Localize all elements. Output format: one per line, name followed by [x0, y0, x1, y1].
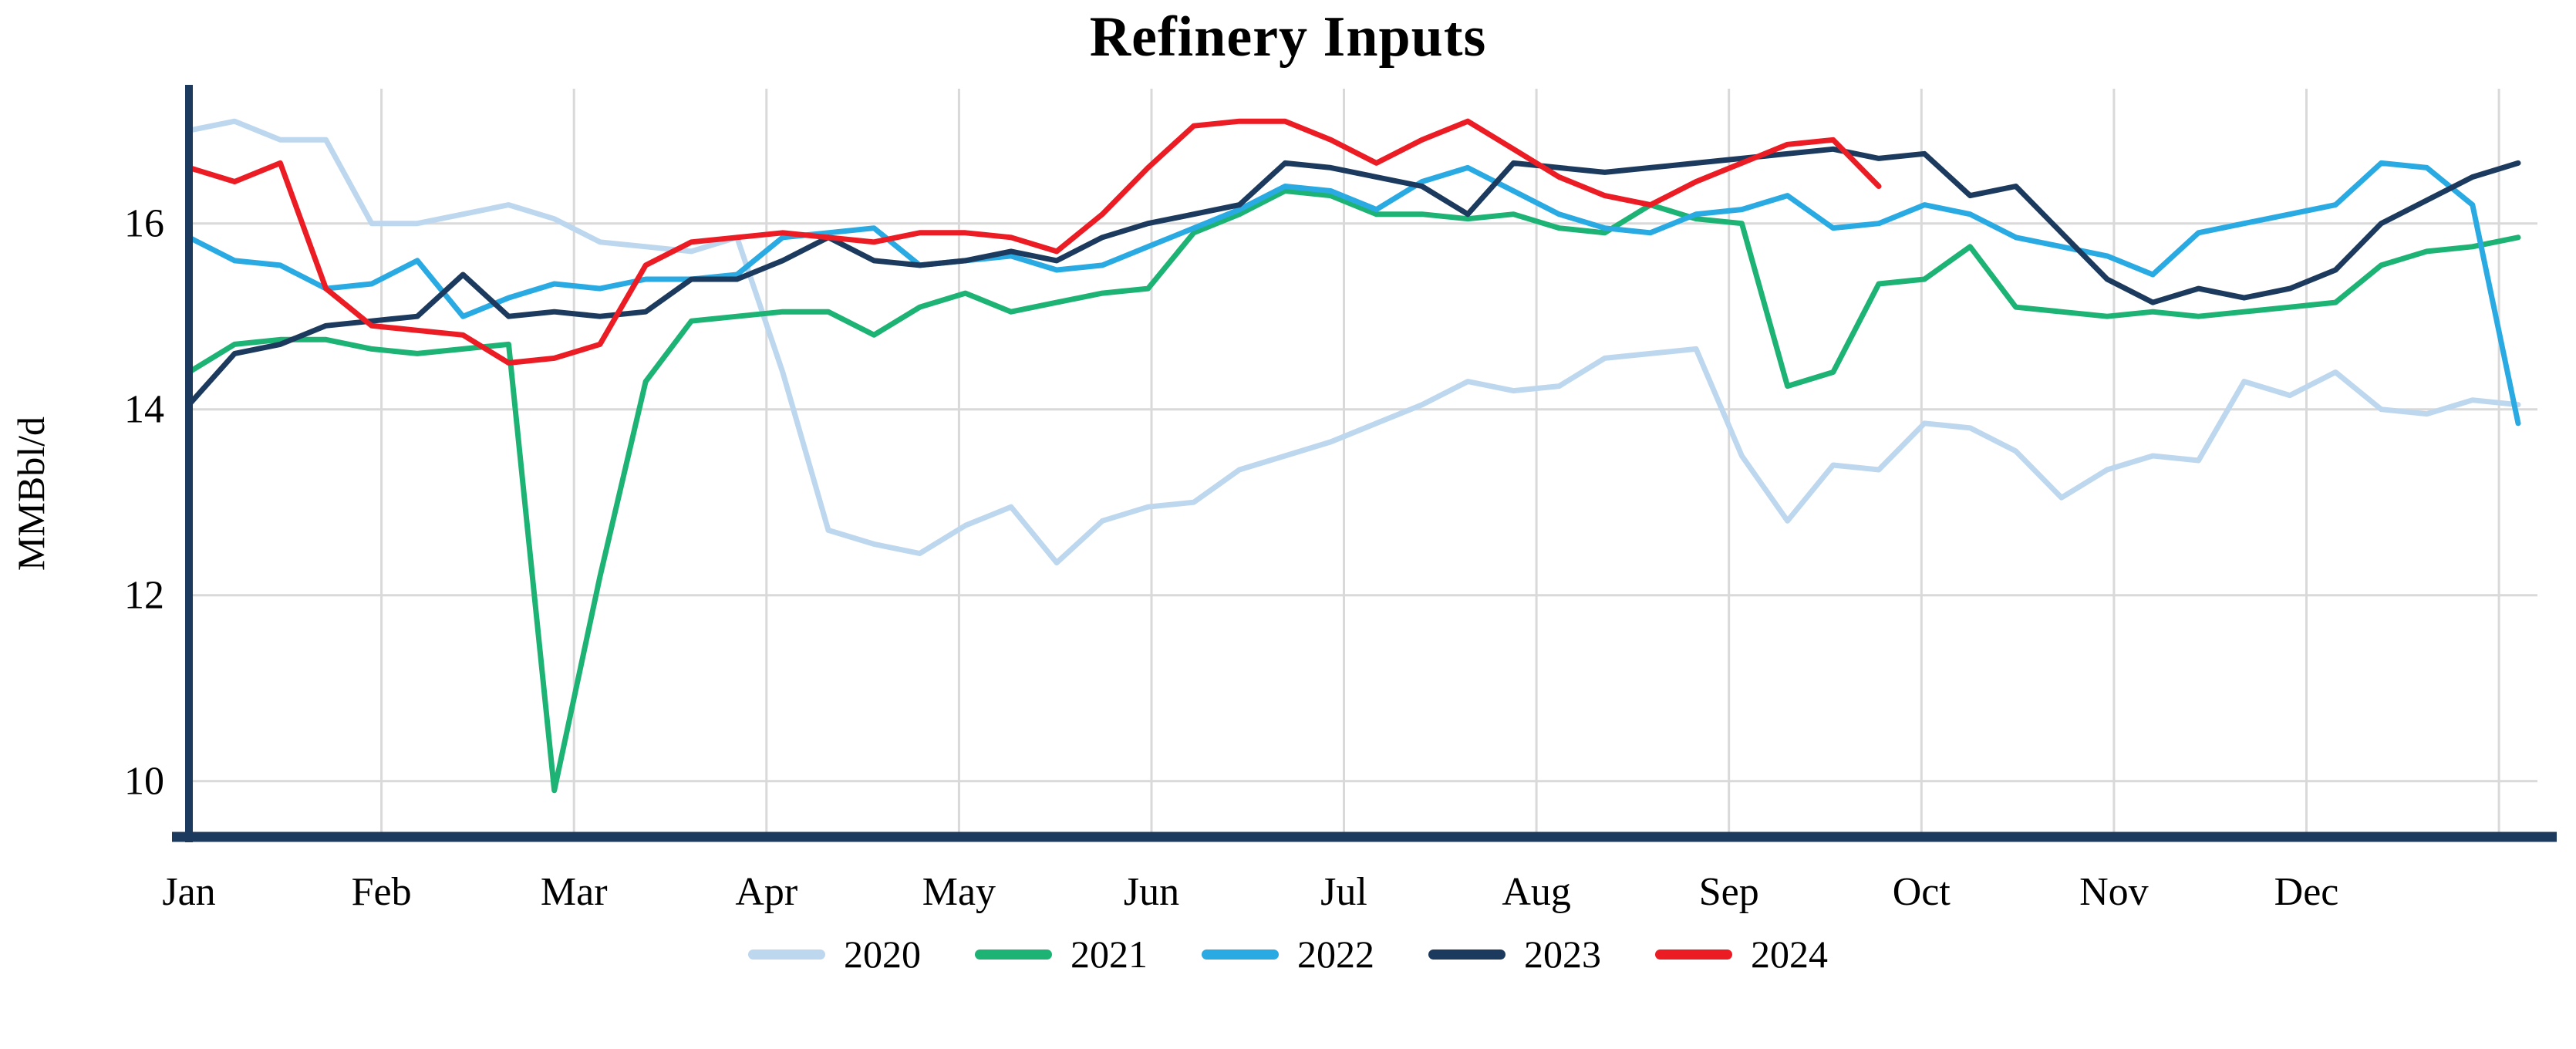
x-tick-label: Nov — [2079, 870, 2149, 914]
x-tick-label: Aug — [1502, 870, 1571, 914]
legend-swatch-2022 — [1202, 949, 1279, 960]
x-tick-label: Mar — [541, 870, 608, 914]
x-tick-label: May — [922, 870, 996, 914]
chart-title: Refinery Inputs — [1089, 5, 1487, 69]
legend-item-2020: 2020 — [748, 932, 921, 976]
legend-label-2023: 2023 — [1524, 933, 1601, 976]
chart-legend: 2020 2021 2022 2023 2024 — [0, 932, 2576, 976]
legend-swatch-2024 — [1655, 949, 1732, 960]
y-tick-label: 14 — [124, 388, 164, 432]
y-tick-label: 10 — [124, 760, 164, 804]
y-tick-label: 12 — [124, 574, 164, 618]
x-tick-label: Oct — [1893, 870, 1951, 914]
legend-label-2021: 2021 — [1071, 933, 1148, 976]
gridlines — [189, 89, 2537, 837]
legend-item-2023: 2023 — [1428, 932, 1601, 976]
x-tick-label: Dec — [2274, 870, 2339, 914]
x-tick-label: Jun — [1124, 870, 1179, 914]
legend-item-2021: 2021 — [975, 932, 1148, 976]
legend-item-2024: 2024 — [1655, 932, 1828, 976]
legend-label-2024: 2024 — [1751, 933, 1828, 976]
x-tick-label: Jul — [1320, 870, 1367, 914]
legend-swatch-2020 — [748, 949, 825, 960]
legend-swatch-2021 — [975, 949, 1052, 960]
x-tick-label: Apr — [735, 870, 797, 914]
legend-label-2020: 2020 — [844, 933, 921, 976]
legend-swatch-2023 — [1428, 949, 1505, 960]
y-tick-label: 16 — [124, 202, 164, 246]
x-tick-label: Jan — [162, 870, 215, 914]
series-line-2023 — [186, 146, 2521, 408]
x-tick-label: Sep — [1699, 870, 1759, 914]
legend-item-2022: 2022 — [1202, 932, 1374, 976]
x-tick-label: Feb — [352, 870, 412, 914]
series-line-2020 — [186, 118, 2521, 565]
series-line-2022 — [186, 160, 2521, 427]
series-line-2024 — [186, 118, 1882, 366]
series-line-2021 — [186, 188, 2521, 794]
legend-label-2022: 2022 — [1297, 933, 1374, 976]
